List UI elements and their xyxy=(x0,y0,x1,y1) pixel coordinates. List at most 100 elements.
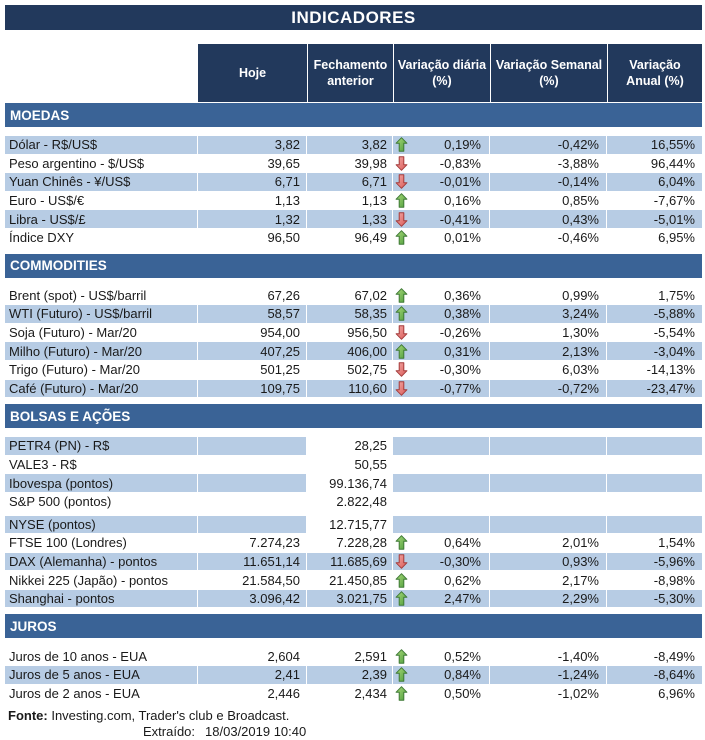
up-arrow-icon xyxy=(395,137,410,153)
table-row: Juros de 10 anos - EUA 2,604 2,591 0,52% -1,… xyxy=(5,647,702,667)
table-row: Ibovespa (pontos) 99.136,74 xyxy=(5,474,702,493)
row-label: Trigo (Futuro) - Mar/20 xyxy=(5,360,198,380)
section-title: COMMODITIES xyxy=(10,258,107,274)
variacao-semanal-cell: 2,17% xyxy=(490,571,607,590)
fechamento-cell: 96,49 xyxy=(307,228,393,248)
variacao-semanal-cell: -1,24% xyxy=(490,666,607,685)
variacao-anual-cell xyxy=(607,437,702,456)
fechamento-cell: 1,33 xyxy=(307,210,393,229)
fechamento-cell: 58,35 xyxy=(307,305,393,324)
hoje-cell: 21.584,50 xyxy=(198,571,307,590)
variacao-semanal-cell: 0,93% xyxy=(490,552,607,572)
table-body: MOEDAS Dólar - R$/US$ 3,82 3,82 0,19% -0,42% 1… xyxy=(5,103,702,704)
no-arrow xyxy=(395,494,410,509)
variacao-semanal-cell: -0,14% xyxy=(490,173,607,192)
row-label: Milho (Futuro) - Mar/20 xyxy=(5,342,198,361)
fechamento-cell: 21.450,85 xyxy=(307,571,393,590)
up-arrow-icon xyxy=(395,230,410,246)
down-arrow-icon xyxy=(395,156,410,171)
table-row: WTI (Futuro) - US$/barril 58,57 58,35 0,38%… xyxy=(5,305,702,324)
fechamento-cell: 12.715,77 xyxy=(307,515,393,535)
variacao-diaria-cell: 0,01% xyxy=(393,228,490,248)
variacao-diaria-cell xyxy=(393,515,490,535)
section-header-bolsas-e-acoes: BOLSAS E AÇÕES xyxy=(5,404,702,429)
no-arrow xyxy=(395,517,410,532)
row-label: Juros de 5 anos - EUA xyxy=(5,666,198,685)
fechamento-cell: 28,25 xyxy=(307,437,393,456)
table-row: Café (Futuro) - Mar/20 109,75 110,60 -0,77%… xyxy=(5,379,702,399)
table-row: VALE3 - R$ 50,55 xyxy=(5,455,702,475)
section-commodities: COMMODITIES Brent (spot) - US$/barril 67,2… xyxy=(5,253,702,399)
variacao-anual-cell: 1,54% xyxy=(607,534,702,553)
up-arrow-icon xyxy=(395,591,410,606)
variacao-diaria-value: 0,16% xyxy=(444,193,481,209)
section-bolsas-e-acoes: BOLSAS E AÇÕES PETR4 (PN) - R$ 28,25 VALE3 … xyxy=(5,404,702,609)
hoje-cell: 2,41 xyxy=(198,666,307,685)
hoje-cell: 3.096,42 xyxy=(198,589,307,609)
variacao-anual-cell: -8,98% xyxy=(607,571,702,590)
page-title: INDICADORES xyxy=(291,7,416,27)
fechamento-cell: 7.228,28 xyxy=(307,534,393,553)
column-header-variacao-diaria: Variação diária (%) xyxy=(393,44,490,102)
fechamento-cell: 406,00 xyxy=(307,342,393,361)
table-row: Euro - US$/€ 1,13 1,13 0,16% 0,85% -7,67% xyxy=(5,191,702,211)
up-arrow-icon xyxy=(395,193,410,208)
variacao-diaria-cell xyxy=(393,437,490,456)
variacao-semanal-cell: 2,01% xyxy=(490,534,607,553)
fechamento-cell: 110,60 xyxy=(307,379,393,399)
variacao-diaria-cell: -0,77% xyxy=(393,379,490,399)
table-row: Nikkei 225 (Japão) - pontos 21.584,50 21.4… xyxy=(5,571,702,590)
hoje-cell: 39,65 xyxy=(198,154,307,174)
variacao-diaria-value: 0,38% xyxy=(444,306,481,322)
row-label: WTI (Futuro) - US$/barril xyxy=(5,305,198,324)
variacao-diaria-cell: 0,36% xyxy=(393,286,490,306)
row-label: Juros de 2 anos - EUA xyxy=(5,684,198,704)
down-arrow-icon xyxy=(395,174,410,190)
section-title: JUROS xyxy=(10,618,57,634)
fechamento-cell: 3,82 xyxy=(307,136,393,155)
variacao-diaria-cell: 0,52% xyxy=(393,647,490,667)
fechamento-cell: 2,434 xyxy=(307,684,393,704)
variacao-semanal-cell: 0,99% xyxy=(490,286,607,306)
variacao-diaria-value: 0,36% xyxy=(444,287,481,303)
variacao-diaria-cell: -0,83% xyxy=(393,154,490,174)
variacao-anual-cell: -7,67% xyxy=(607,192,702,211)
variacao-diaria-cell: -0,30% xyxy=(393,360,490,380)
hoje-cell: 2,604 xyxy=(198,647,307,667)
variacao-diaria-cell: 0,19% xyxy=(393,136,490,155)
up-arrow-icon xyxy=(395,535,410,551)
fechamento-cell: 6,71 xyxy=(307,173,393,192)
variacao-diaria-value: -0,30% xyxy=(439,553,481,569)
variacao-diaria-value: -0,77% xyxy=(439,380,481,396)
column-header-fechamento-anterior: Fechamento anterior xyxy=(307,44,393,102)
fechamento-cell: 3.021,75 xyxy=(307,589,393,609)
variacao-diaria-cell xyxy=(393,492,490,512)
table-row: Índice DXY 96,50 96,49 0,01% -0,46% 6,95% xyxy=(5,228,702,248)
fechamento-cell: 50,55 xyxy=(307,455,393,475)
variacao-diaria-cell: -0,41% xyxy=(393,210,490,229)
variacao-diaria-cell: -0,26% xyxy=(393,323,490,343)
table-row: PETR4 (PN) - R$ 28,25 xyxy=(5,437,702,456)
table-row: Dólar - R$/US$ 3,82 3,82 0,19% -0,42% 16,55% xyxy=(5,136,702,155)
down-arrow-icon xyxy=(395,325,410,340)
variacao-semanal-cell: -0,42% xyxy=(490,136,607,155)
header-spacer-cell xyxy=(5,44,198,102)
hoje-cell xyxy=(198,455,307,475)
variacao-diaria-value: 2,47% xyxy=(444,591,481,607)
hoje-cell xyxy=(198,437,307,456)
hoje-cell: 96,50 xyxy=(198,228,307,248)
section-header-moedas: MOEDAS xyxy=(5,103,702,127)
variacao-diaria-cell: 0,62% xyxy=(393,571,490,590)
variacao-diaria-value: 0,50% xyxy=(444,685,481,701)
row-label: VALE3 - R$ xyxy=(5,455,198,475)
hoje-cell: 11.651,14 xyxy=(198,552,307,572)
hoje-cell xyxy=(198,492,307,512)
row-label: FTSE 100 (Londres) xyxy=(5,534,198,553)
variacao-diaria-cell: 0,84% xyxy=(393,666,490,685)
column-header-variacao-anual: Variação Anual (%) xyxy=(607,44,702,102)
variacao-diaria-value: -0,41% xyxy=(439,211,481,227)
variacao-semanal-cell: -1,40% xyxy=(490,647,607,667)
variacao-anual-cell: -14,13% xyxy=(607,361,702,380)
down-arrow-icon xyxy=(395,554,410,569)
